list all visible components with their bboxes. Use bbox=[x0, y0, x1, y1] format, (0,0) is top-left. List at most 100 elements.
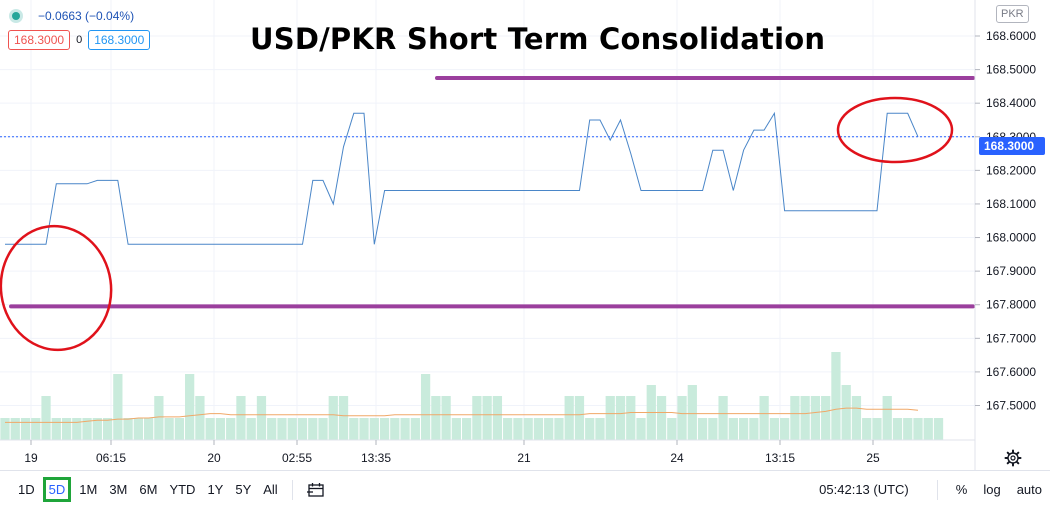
y-tick-label: 168.4000 bbox=[986, 96, 1036, 110]
time-axis: 19 06:15 20 02:55 13:35 21 24 13:15 25 bbox=[24, 440, 880, 465]
timeframe-1m[interactable]: 1M bbox=[79, 482, 98, 497]
volume-bar bbox=[677, 396, 687, 440]
volume-bar bbox=[0, 418, 10, 440]
timeframe-3m[interactable]: 3M bbox=[109, 482, 128, 497]
market-status-icon bbox=[12, 12, 20, 20]
volume-bar bbox=[933, 418, 944, 440]
y-tick-label: 168.1000 bbox=[986, 197, 1036, 211]
volume-bar bbox=[810, 396, 821, 440]
volume-bar bbox=[205, 418, 215, 440]
volume-bar bbox=[379, 418, 390, 440]
volume-bar bbox=[790, 396, 800, 440]
volume-bar bbox=[667, 418, 677, 440]
y-tick-label: 168.5000 bbox=[986, 63, 1036, 77]
y-tick-label: 167.7000 bbox=[986, 331, 1036, 345]
timeframe-ytd[interactable]: YTD bbox=[169, 482, 196, 497]
x-tick-label: 20 bbox=[207, 451, 221, 465]
grid bbox=[0, 0, 975, 440]
volume-bar bbox=[10, 418, 20, 440]
y-tick-label: 167.6000 bbox=[986, 365, 1036, 379]
volume-bar bbox=[472, 396, 482, 440]
volume-bar bbox=[102, 418, 113, 440]
volume-bar bbox=[267, 418, 277, 440]
volume-bar bbox=[61, 418, 72, 440]
volume-bar bbox=[615, 396, 626, 440]
highlight-circle-left bbox=[0, 224, 113, 352]
timeframe-all[interactable]: All bbox=[263, 482, 278, 497]
volume-bar bbox=[215, 418, 226, 440]
chart: 168.6000 168.5000 168.4000 168.3000 168.2000… bbox=[0, 0, 1036, 470]
gear-icon[interactable] bbox=[1004, 449, 1022, 467]
volume-bar bbox=[574, 396, 585, 440]
volume-bar bbox=[277, 418, 287, 440]
highlight-circle-right bbox=[836, 96, 954, 164]
x-tick-label: 25 bbox=[866, 451, 880, 465]
legend: −0.0663 (−0.04%) 168.3000 0 168.3000 bbox=[8, 6, 151, 50]
ask-price[interactable]: 168.3000 bbox=[88, 30, 151, 50]
timeframe-5y[interactable]: 5Y bbox=[235, 482, 252, 497]
volume-bar bbox=[318, 418, 328, 440]
auto-toggle[interactable]: auto bbox=[1016, 482, 1042, 497]
volume-bar bbox=[369, 418, 379, 440]
volume-bar bbox=[441, 396, 451, 440]
calendar-range-icon[interactable] bbox=[306, 482, 325, 498]
volume-bar bbox=[872, 418, 882, 440]
bid-price[interactable]: 168.3000 bbox=[8, 30, 71, 50]
volume-bar bbox=[359, 418, 369, 440]
volume-bar bbox=[410, 418, 420, 440]
volume-bar bbox=[390, 418, 400, 440]
volume-bar bbox=[544, 418, 554, 440]
volume-bar bbox=[328, 396, 338, 440]
log-toggle[interactable]: log bbox=[983, 482, 1001, 497]
percent-toggle[interactable]: % bbox=[955, 482, 968, 497]
volume-bar bbox=[338, 396, 349, 440]
volume-bar bbox=[513, 418, 523, 440]
volume-bar bbox=[759, 396, 769, 440]
volume-bar bbox=[164, 418, 174, 440]
volume-bar bbox=[687, 385, 697, 440]
volume-bar bbox=[851, 396, 862, 440]
volume-bar bbox=[143, 418, 154, 440]
volume-bar bbox=[20, 418, 31, 440]
timeframe-6m[interactable]: 6M bbox=[139, 482, 158, 497]
volume-bar bbox=[585, 418, 595, 440]
volume-bar bbox=[400, 418, 410, 440]
volume-bar bbox=[636, 418, 646, 440]
volume-bar bbox=[195, 396, 205, 440]
currency-label[interactable]: PKR bbox=[996, 5, 1029, 23]
x-tick-label: 06:15 bbox=[96, 451, 126, 465]
volume-bar bbox=[287, 418, 297, 440]
x-tick-label: 19 bbox=[24, 451, 38, 465]
volume-bar bbox=[523, 418, 533, 440]
volume-bar bbox=[31, 418, 41, 440]
y-tick-label: 168.0000 bbox=[986, 231, 1036, 245]
x-tick-label: 24 bbox=[670, 451, 684, 465]
volume-bar bbox=[420, 374, 431, 440]
timeframe-1y[interactable]: 1Y bbox=[207, 482, 224, 497]
bottom-toolbar: 1D 5D 1M 3M 6M YTD 1Y 5Y All 05:42:13 (UTC) % lo… bbox=[0, 470, 1050, 508]
volume-bar bbox=[431, 396, 441, 440]
spread-value: 0 bbox=[76, 34, 83, 46]
volume-bar bbox=[749, 418, 759, 440]
volume-bars bbox=[0, 352, 944, 440]
volume-bar bbox=[451, 418, 461, 440]
volume-bar bbox=[51, 418, 61, 440]
volume-bar bbox=[738, 418, 749, 440]
y-tick-label: 167.8000 bbox=[986, 298, 1036, 312]
volume-bar bbox=[82, 418, 92, 440]
volume-bar bbox=[903, 418, 913, 440]
volume-bar bbox=[718, 396, 728, 440]
toolbar-divider bbox=[936, 479, 938, 500]
volume-bar bbox=[697, 418, 708, 440]
volume-bar bbox=[769, 418, 780, 440]
timeframe-5d[interactable]: 5D bbox=[42, 477, 72, 502]
volume-bar bbox=[800, 396, 810, 440]
y-tick-label: 167.9000 bbox=[986, 264, 1036, 278]
volume-bar bbox=[626, 396, 636, 440]
timeframe-1d[interactable]: 1D bbox=[18, 482, 35, 497]
volume-bar bbox=[92, 418, 102, 440]
x-tick-label: 13:15 bbox=[765, 451, 795, 465]
clock[interactable]: 05:42:13 (UTC) bbox=[819, 482, 909, 497]
volume-bar bbox=[780, 418, 790, 440]
volume-bar bbox=[605, 396, 615, 440]
